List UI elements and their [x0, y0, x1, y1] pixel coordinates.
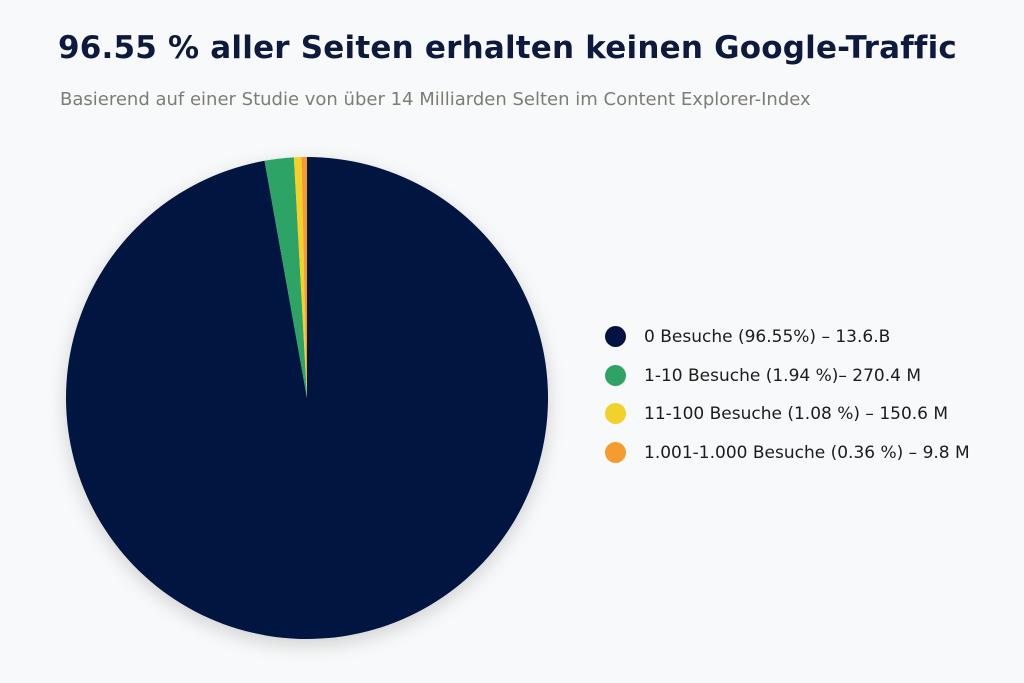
- legend-label: 1.001-1.000 Besuche (0.36 %) – 9.8 M: [644, 442, 970, 463]
- legend-label: 1-10 Besuche (1.94 %)– 270.4 M: [644, 365, 922, 386]
- pie-slice-3: [301, 156, 307, 398]
- legend-marker: [605, 326, 626, 347]
- pie-slice-1: [264, 157, 307, 398]
- legend-item: 1.001-1.000 Besuche (0.36 %) – 9.8 M: [605, 434, 1015, 473]
- pie-slices: [66, 156, 549, 639]
- chart-title: 96.55 % aller Seiten erhalten keinen Goo…: [58, 30, 957, 66]
- legend-item: 0 Besuche (96.55%) – 13.6.B: [605, 318, 1015, 357]
- legend-marker: [605, 441, 626, 463]
- pie-slice-0: [66, 157, 549, 639]
- legend-item: 11-100 Besuche (1.08 %) – 150.6 M: [605, 395, 1015, 434]
- legend-item: 1-10 Besuche (1.94 %)– 270.4 M: [605, 357, 1015, 396]
- legend-label: 11-100 Besuche (1.08 %) – 150.6 M: [644, 404, 949, 424]
- chart-legend: 0 Besuche (96.55%) – 13.6.B 1-10 Besuche …: [605, 318, 1015, 472]
- chart-subtitle: Basierend auf einer Studie von über 14 M…: [60, 89, 811, 110]
- pie-slice-2: [293, 157, 307, 398]
- legend-marker: [605, 364, 626, 386]
- legend-marker: [605, 403, 626, 424]
- legend-label: 0 Besuche (96.55%) – 13.6.B: [644, 327, 891, 347]
